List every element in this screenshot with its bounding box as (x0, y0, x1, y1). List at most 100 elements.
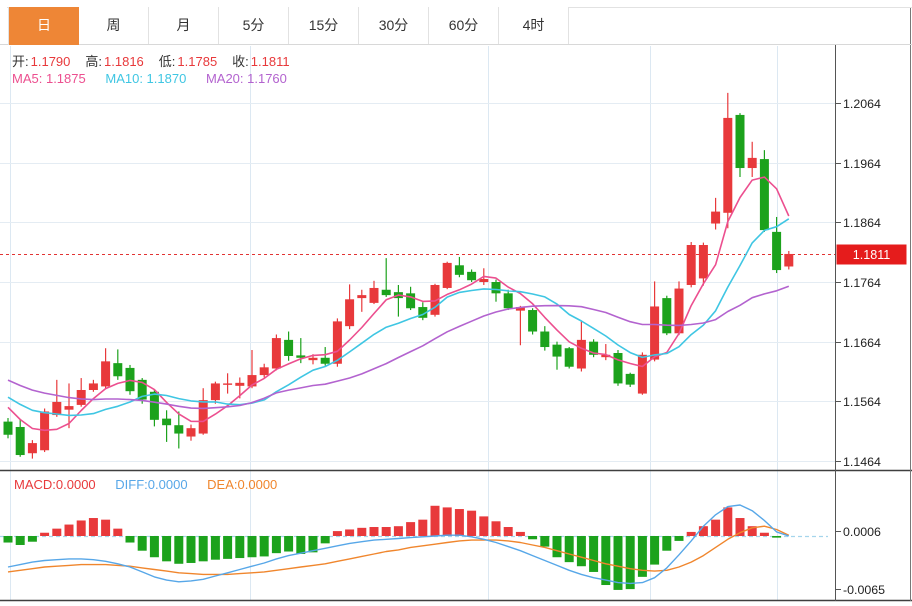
period-tab-7[interactable]: 60分 (429, 7, 499, 44)
diff-line (7, 504, 790, 585)
candle-body (235, 382, 245, 386)
macd-histogram-bar (27, 536, 37, 542)
candle-body (418, 307, 428, 318)
close-value: 1.1811 (250, 54, 290, 69)
macd-histogram-bar (308, 536, 318, 553)
candle-body (772, 231, 782, 271)
macd-histogram-bar (162, 536, 172, 562)
macd-histogram-bar (479, 516, 489, 536)
high-label: 高: (85, 54, 103, 69)
period-tab-1[interactable]: 日 (9, 7, 79, 45)
high-value: 1.1816 (104, 54, 144, 69)
macd-histogram-bar (625, 536, 635, 590)
macd-histogram-bar (137, 536, 147, 551)
candle-body (637, 354, 647, 394)
macd-histogram-bar (442, 507, 452, 536)
macd-summary: MACD:0.0000 DIFF:0.0000 DEA:0.0000 (14, 477, 293, 492)
candle-body (552, 344, 562, 357)
macd-histogram-bar (454, 509, 464, 536)
candle-body (27, 443, 37, 454)
candle-body (711, 211, 721, 224)
candle-body (52, 401, 62, 416)
macd-histogram-bar (223, 536, 233, 559)
low-value: 1.1785 (177, 54, 218, 69)
ohlc-summary: 开: 1.1790 高: 1.1816 低: 1.1785 收: 1.1811 (12, 51, 305, 70)
macd-histogram-bar (576, 536, 586, 567)
open-value: 1.1790 (30, 54, 71, 69)
macd-tick-label: -0.0065 (843, 583, 885, 597)
macd-histogram-bar (76, 520, 86, 536)
period-tab-2[interactable]: 周 (79, 7, 149, 44)
macd-histogram-bar (259, 536, 269, 557)
price-tick-label: 1.1464 (843, 455, 881, 469)
macd-histogram-bar (723, 507, 733, 536)
period-tab-8[interactable]: 4时 (499, 7, 569, 44)
candle-body (442, 262, 452, 288)
candle-body (284, 339, 294, 356)
candle-body (259, 367, 269, 376)
macd-histogram-bar (320, 536, 330, 544)
macd-histogram-bar (735, 518, 745, 536)
ma5-line (7, 176, 790, 432)
candle-body (540, 331, 550, 348)
candle-body (515, 307, 525, 311)
macd-histogram-bar (515, 531, 525, 536)
candle-body (454, 265, 464, 275)
macd-histogram-bar (332, 531, 342, 536)
macd-histogram-bar (113, 528, 123, 536)
low-label: 低: (158, 54, 176, 69)
candle-body (650, 306, 660, 360)
candle-body (735, 114, 745, 169)
candle-body (332, 321, 342, 364)
candle-body (747, 157, 757, 169)
price-tick-label: 1.1764 (843, 276, 881, 290)
candle-body (564, 348, 574, 367)
macd-histogram-bar (491, 521, 501, 536)
macd-histogram-bar (503, 527, 513, 536)
candle-body (320, 357, 330, 364)
price-tick-label: 1.2064 (843, 97, 881, 111)
candle-body (589, 341, 599, 355)
last-price-tag-label: 1.1811 (853, 248, 891, 262)
period-tabbar: 日周月 5分 15分 30分 60分 4时 (8, 7, 569, 45)
ma-summary: MA5: 1.1875 MA10: 1.1870 MA20: 1.1760 (12, 71, 303, 86)
macd-histogram-bar (186, 536, 196, 563)
period-tab-3[interactable]: 月 (149, 7, 219, 44)
macd-histogram-bar (650, 536, 660, 565)
ma10-line (7, 218, 790, 417)
macd-histogram-bar (15, 536, 25, 545)
candle-body (345, 299, 355, 327)
period-tab-5[interactable]: 15分 (289, 7, 359, 44)
macd-histogram-bar (674, 536, 684, 541)
macd-histogram-bar (552, 536, 562, 558)
candle-body (491, 281, 501, 294)
macd-histogram-bar (198, 536, 208, 562)
macd-histogram-bar (698, 526, 708, 536)
macd-histogram-bar (528, 536, 538, 540)
candle-body (174, 425, 184, 434)
macd-histogram-bar (149, 536, 159, 558)
price-tick-label: 1.1964 (843, 157, 881, 171)
macd-histogram-bar (747, 526, 757, 536)
candle-body (723, 117, 733, 213)
macd-histogram-bar (759, 532, 769, 536)
ma5-readout: MA5: 1.1875 (12, 71, 86, 86)
candle-body (223, 383, 233, 385)
candle-body (662, 298, 672, 334)
candle-body (613, 353, 623, 384)
macd-histogram-bar (564, 536, 574, 563)
candle-body (369, 287, 379, 303)
candle-body (479, 279, 489, 282)
macd-histogram-bar (711, 519, 721, 536)
candle-body (406, 293, 416, 309)
macd-histogram-bar (235, 536, 245, 559)
ma10-readout: MA10: 1.1870 (105, 71, 187, 86)
period-tab-6[interactable]: 30分 (359, 7, 429, 44)
macd-histogram-bar (247, 536, 257, 558)
candle-body (674, 288, 684, 334)
macd-histogram-bar (88, 518, 98, 536)
ma20-readout: MA20: 1.1760 (205, 71, 287, 86)
period-tab-4[interactable]: 5分 (219, 7, 289, 44)
macd-histogram-bar (418, 519, 428, 536)
